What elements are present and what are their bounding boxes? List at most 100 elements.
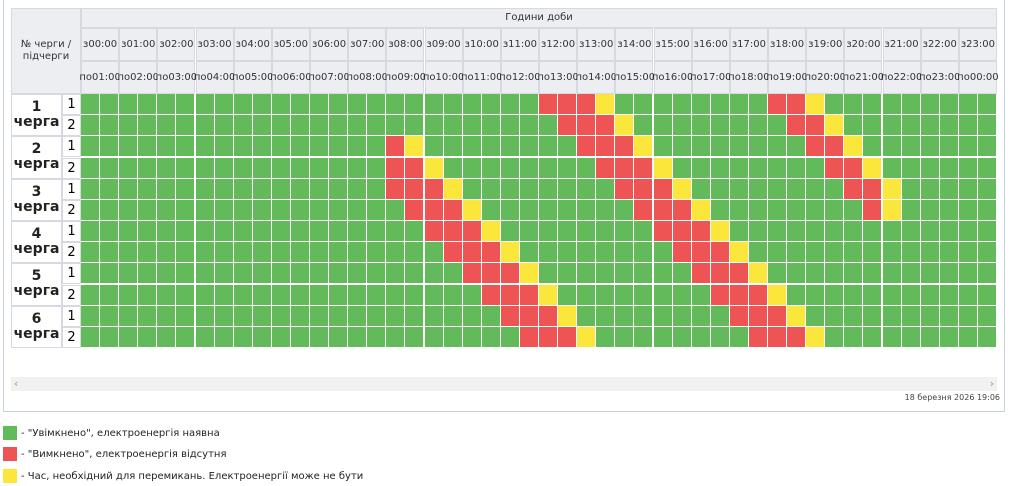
schedule-cell bbox=[233, 136, 253, 158]
schedule-cell bbox=[481, 157, 501, 179]
schedule-cell bbox=[939, 284, 959, 306]
schedule-cell bbox=[443, 115, 463, 137]
header-text: з bbox=[502, 38, 509, 50]
schedule-cell bbox=[424, 284, 444, 306]
to-header: по 06:00 bbox=[270, 61, 312, 94]
legend-swatch bbox=[3, 447, 17, 461]
schedule-cell bbox=[615, 263, 635, 285]
schedule-cell bbox=[290, 326, 310, 348]
schedule-cell bbox=[653, 263, 673, 285]
schedule-cell bbox=[977, 326, 997, 348]
schedule-cell bbox=[634, 157, 654, 179]
header-text: з bbox=[846, 38, 852, 50]
from-header: з 06:00 bbox=[310, 28, 349, 61]
schedule-cell bbox=[233, 326, 253, 348]
schedule-cell bbox=[977, 221, 997, 243]
schedule-cell bbox=[157, 305, 177, 327]
schedule-cell bbox=[596, 242, 616, 264]
schedule-cell bbox=[920, 242, 940, 264]
schedule-cell bbox=[863, 326, 883, 348]
schedule-cell bbox=[558, 305, 578, 327]
schedule-cell bbox=[214, 178, 234, 200]
header-text: по bbox=[766, 71, 779, 83]
schedule-cell bbox=[119, 157, 139, 179]
schedule-cell bbox=[634, 284, 654, 306]
schedule-cell bbox=[748, 242, 768, 264]
header-text: по bbox=[957, 71, 970, 83]
schedule-cell bbox=[348, 242, 368, 264]
schedule-cell bbox=[863, 284, 883, 306]
header-text: з bbox=[235, 38, 241, 50]
schedule-cell bbox=[806, 242, 826, 264]
schedule-cell bbox=[748, 115, 768, 137]
schedule-cell bbox=[787, 221, 807, 243]
schedule-cell bbox=[844, 115, 864, 137]
schedule-cell bbox=[691, 157, 711, 179]
schedule-cell bbox=[958, 263, 978, 285]
schedule-cell bbox=[939, 136, 959, 158]
schedule-cell bbox=[119, 136, 139, 158]
schedule-cell bbox=[386, 284, 406, 306]
from-header: з 09:00 bbox=[424, 28, 463, 61]
schedule-cell bbox=[787, 136, 807, 158]
queue-label: 6 черга bbox=[11, 305, 62, 348]
schedule-cell bbox=[920, 115, 940, 137]
schedule-cell bbox=[653, 305, 673, 327]
from-header: з 14:00 bbox=[615, 28, 654, 61]
schedule-cell bbox=[405, 178, 425, 200]
schedule-cell bbox=[748, 94, 768, 116]
header-text: 21:00 bbox=[889, 38, 919, 50]
schedule-cell bbox=[672, 178, 692, 200]
schedule-cell bbox=[825, 115, 845, 137]
schedule-cell bbox=[863, 242, 883, 264]
to-header: по 18:00 bbox=[728, 61, 770, 94]
schedule-cell bbox=[634, 199, 654, 221]
header-text: з bbox=[121, 38, 127, 50]
schedule-cell bbox=[329, 178, 349, 200]
schedule-cell bbox=[233, 221, 253, 243]
schedule-cell bbox=[81, 221, 101, 243]
scrollbar[interactable]: ‹ › bbox=[11, 377, 997, 391]
schedule-cell bbox=[329, 326, 349, 348]
header-text: з bbox=[83, 38, 89, 50]
schedule-cell bbox=[710, 284, 730, 306]
schedule-cell bbox=[519, 115, 539, 137]
schedule-cell bbox=[672, 94, 692, 116]
schedule-cell bbox=[519, 94, 539, 116]
header-text: з bbox=[770, 38, 776, 50]
from-header: з 16:00 bbox=[691, 28, 730, 61]
schedule-cell bbox=[233, 305, 253, 327]
subqueue-label: 1 bbox=[62, 263, 81, 285]
header-text: по bbox=[384, 71, 398, 83]
schedule-cell bbox=[844, 199, 864, 221]
schedule-cell bbox=[672, 199, 692, 221]
schedule-cell bbox=[825, 221, 845, 243]
from-header: з 15:00 bbox=[653, 28, 692, 61]
schedule-cell bbox=[615, 115, 635, 137]
schedule-cell bbox=[138, 221, 158, 243]
schedule-cell bbox=[481, 284, 501, 306]
schedule-cell bbox=[500, 178, 520, 200]
header-text: з bbox=[884, 38, 890, 50]
header-text: по bbox=[919, 71, 932, 83]
header-text: по bbox=[651, 71, 665, 83]
schedule-cell bbox=[577, 284, 597, 306]
schedule-cell bbox=[405, 242, 425, 264]
schedule-cell bbox=[252, 115, 272, 137]
header-text: 11:00 bbox=[508, 38, 537, 50]
schedule-cell bbox=[310, 94, 330, 116]
schedule-cell bbox=[710, 199, 730, 221]
schedule-cell bbox=[634, 242, 654, 264]
schedule-cell bbox=[653, 326, 673, 348]
to-header: по 05:00 bbox=[232, 61, 273, 94]
header-text: по bbox=[346, 71, 360, 83]
schedule-cell bbox=[290, 157, 310, 179]
schedule-cell bbox=[539, 305, 559, 327]
schedule-cell bbox=[653, 157, 673, 179]
schedule-cell bbox=[939, 199, 959, 221]
from-header: з 10:00 bbox=[462, 28, 501, 61]
schedule-cell bbox=[329, 115, 349, 137]
header-text: по bbox=[193, 71, 207, 83]
schedule-cell bbox=[615, 178, 635, 200]
schedule-cell bbox=[672, 157, 692, 179]
